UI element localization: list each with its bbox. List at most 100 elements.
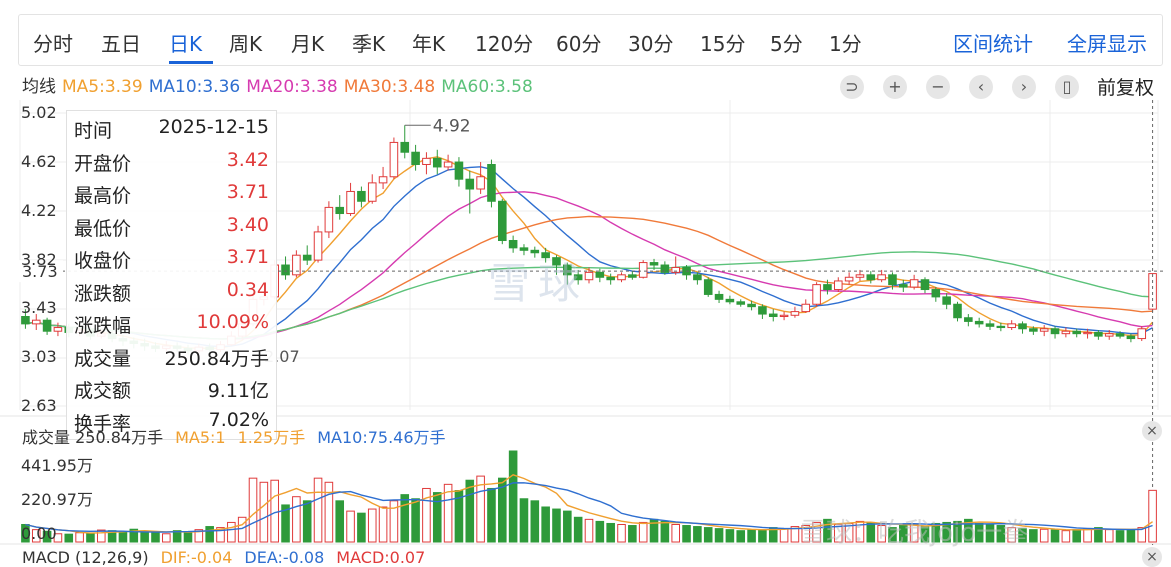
prev-icon[interactable]: ‹	[969, 75, 993, 99]
volume-bar	[801, 525, 811, 543]
volume-axis-label-mid: 220.97万	[21, 490, 93, 509]
candle-body	[779, 314, 789, 318]
volume-bar	[1083, 528, 1092, 543]
volume_legend-item-2: 1.25万手	[237, 428, 306, 447]
interval-stats-link[interactable]: 区间统计	[953, 32, 1033, 56]
tooltip-row: 收盘价 3.71	[74, 246, 269, 274]
candle-body	[714, 293, 724, 300]
tooltip-key: 成交量	[74, 347, 132, 370]
candle-body	[833, 280, 843, 291]
volume-bar	[1094, 527, 1103, 543]
candle-body	[964, 317, 973, 322]
volume-bar	[389, 500, 399, 543]
candle-body	[1029, 328, 1038, 332]
candle-body	[931, 289, 941, 298]
volume-bar	[1007, 527, 1016, 543]
tooltip-row: 开盘价 3.42	[74, 149, 269, 177]
fullscreen-link[interactable]: 全屏显示	[1067, 32, 1147, 56]
volume-bar	[953, 520, 962, 543]
tab-0[interactable]: 分时	[33, 32, 73, 56]
volume-close-icon[interactable]: ×	[1142, 421, 1162, 441]
volume-bar	[606, 522, 615, 543]
volume-axis-label-zero: 0.00	[21, 524, 57, 543]
volume-bar	[942, 521, 951, 543]
candle-body	[324, 206, 334, 233]
candle-body	[498, 200, 507, 241]
volume-bar	[292, 496, 301, 543]
tab-12[interactable]: 1分	[829, 32, 862, 56]
candle-body	[422, 157, 431, 165]
tab-5[interactable]: 季K	[352, 32, 386, 56]
tab-11[interactable]: 5分	[770, 32, 803, 56]
candle-icon[interactable]: ▯	[1055, 75, 1079, 99]
tooltip-panel: 时间 2025-12-15 开盘价 3.42 最高价 3.71 最低价 3.40 收盘价 3.71…	[66, 110, 277, 440]
tab-2[interactable]: 日K	[169, 32, 203, 56]
candle-body	[335, 206, 345, 215]
ma-legend-item-0: 均线	[22, 77, 56, 97]
volume-bar	[118, 531, 128, 543]
max-price-label: 4.92	[433, 116, 471, 136]
candle-body	[693, 274, 702, 281]
zoom-out-icon[interactable]: −	[926, 75, 950, 99]
candle-body	[649, 262, 659, 266]
macd_legend-item-2: DEA:-0.08	[244, 548, 325, 567]
volume-bar	[1104, 529, 1114, 543]
candle-body	[292, 254, 301, 276]
tooltip-row: 成交额 9.11亿	[74, 376, 269, 404]
tab-6[interactable]: 年K	[412, 32, 446, 56]
tab-4[interactable]: 月K	[291, 32, 325, 56]
next-icon[interactable]: ›	[1012, 75, 1036, 99]
undo-icon[interactable]: ⊃	[840, 75, 864, 99]
volume-bar	[1072, 529, 1082, 543]
macd_legend-item-3: MACD:0.07	[336, 548, 426, 567]
volume-bar	[671, 523, 680, 543]
candle-body	[411, 151, 420, 165]
candle-body	[671, 266, 680, 273]
volume-bar	[823, 518, 832, 543]
tab-3[interactable]: 周K	[229, 32, 263, 56]
volume-bar	[346, 510, 355, 543]
candle-body	[432, 157, 442, 168]
candle-body	[953, 303, 962, 319]
macd_legend-item-1: DIF:-0.04	[160, 548, 233, 567]
tooltip-value: 9.11亿	[207, 380, 269, 402]
price-tick-5: 3.03	[21, 346, 57, 366]
candle-body	[53, 327, 63, 332]
macd-close-icon[interactable]: ×	[1142, 547, 1162, 567]
price-tick-0: 5.02	[21, 103, 57, 122]
candle-body	[606, 276, 615, 281]
adjust-mode-button[interactable]: 前复权	[1097, 77, 1155, 99]
volume-bar	[552, 508, 561, 543]
volume-bar	[1039, 528, 1049, 543]
tab-7[interactable]: 120分	[475, 32, 534, 56]
ma-legend-item-3: MA20:3.38	[246, 77, 338, 97]
candle-body	[443, 161, 453, 168]
active-tab-underline	[169, 61, 213, 64]
volume-bar	[703, 527, 713, 543]
candle-body	[1104, 333, 1114, 337]
volume-bar	[487, 487, 496, 543]
zoom-in-icon[interactable]: +	[883, 75, 907, 99]
tab-8[interactable]: 60分	[556, 32, 602, 56]
candle-body	[996, 325, 1006, 329]
tab-1[interactable]: 五日	[101, 32, 141, 56]
candle-body	[389, 141, 399, 178]
tab-9[interactable]: 30分	[628, 32, 674, 56]
volume-bar	[378, 506, 388, 543]
price-tick-6: 2.63	[21, 396, 57, 415]
volume-bar	[162, 533, 171, 543]
volume-bar	[194, 529, 204, 543]
volume-axis-label-top: 441.95万	[21, 456, 93, 475]
candle-body	[1126, 335, 1136, 340]
candle-body	[1072, 330, 1082, 335]
volume-bar	[357, 512, 366, 543]
candle-body	[844, 276, 854, 282]
candle-body	[487, 163, 496, 202]
candle-body	[367, 182, 377, 202]
volume-bar	[205, 526, 214, 543]
volume-bar	[812, 521, 821, 543]
tooltip-row: 最低价 3.40	[74, 214, 269, 242]
tooltip-key: 换手率	[74, 412, 132, 435]
tab-10[interactable]: 15分	[700, 32, 746, 56]
volume-bar	[21, 523, 30, 543]
